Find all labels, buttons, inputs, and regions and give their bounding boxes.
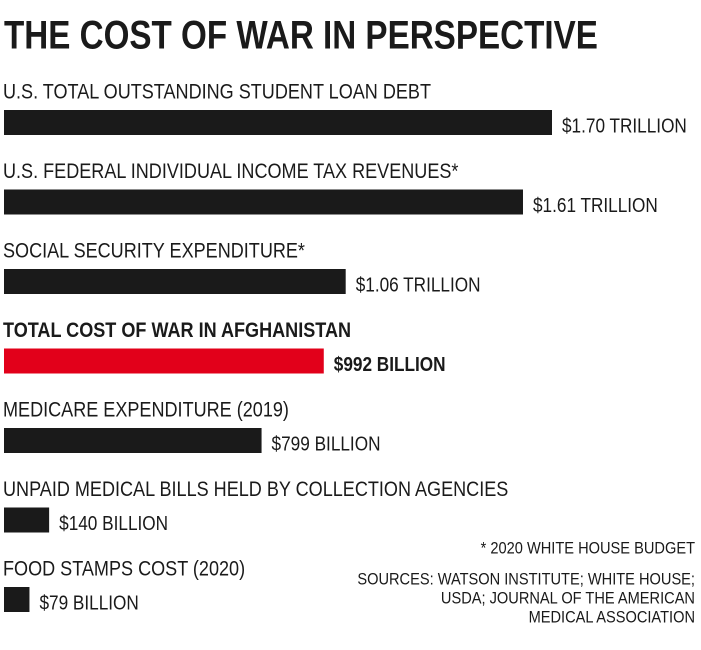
value-label: $79 BILLION	[39, 591, 138, 614]
bar	[4, 269, 346, 294]
footnote: * 2020 WHITE HOUSE BUDGET	[481, 540, 696, 558]
category-label: SOCIAL SECURITY EXPENDITURE*	[3, 239, 305, 263]
value-label: $140 BILLION	[59, 512, 168, 535]
value-label: $1.06 TRILLION	[356, 273, 481, 296]
value-label: $992 BILLION	[334, 353, 446, 376]
value-label: $1.70 TRILLION	[562, 114, 687, 137]
category-label: FOOD STAMPS COST (2020)	[3, 557, 245, 581]
source-line: USDA; JOURNAL OF THE AMERICAN	[441, 590, 695, 608]
category-label: U.S. TOTAL OUTSTANDING STUDENT LOAN DEBT	[3, 80, 431, 104]
bar	[4, 110, 552, 135]
chart-title: THE COST OF WAR IN PERSPECTIVE	[4, 13, 598, 58]
value-label: $1.61 TRILLION	[533, 194, 658, 217]
category-label: UNPAID MEDICAL BILLS HELD BY COLLECTION …	[3, 478, 508, 502]
value-label: $799 BILLION	[272, 432, 381, 455]
category-label: U.S. FEDERAL INDIVIDUAL INCOME TAX REVEN…	[3, 160, 459, 184]
category-label: MEDICARE EXPENDITURE (2019)	[3, 398, 289, 422]
bar	[4, 189, 523, 215]
bar	[4, 428, 262, 453]
category-label: TOTAL COST OF WAR IN AFGHANISTAN	[3, 319, 351, 343]
bar	[4, 587, 30, 612]
bar	[4, 348, 324, 374]
source-line: MEDICAL ASSOCIATION	[529, 609, 695, 627]
source-line: SOURCES: WATSON INSTITUTE; WHITE HOUSE;	[357, 571, 695, 589]
bar	[4, 507, 50, 533]
